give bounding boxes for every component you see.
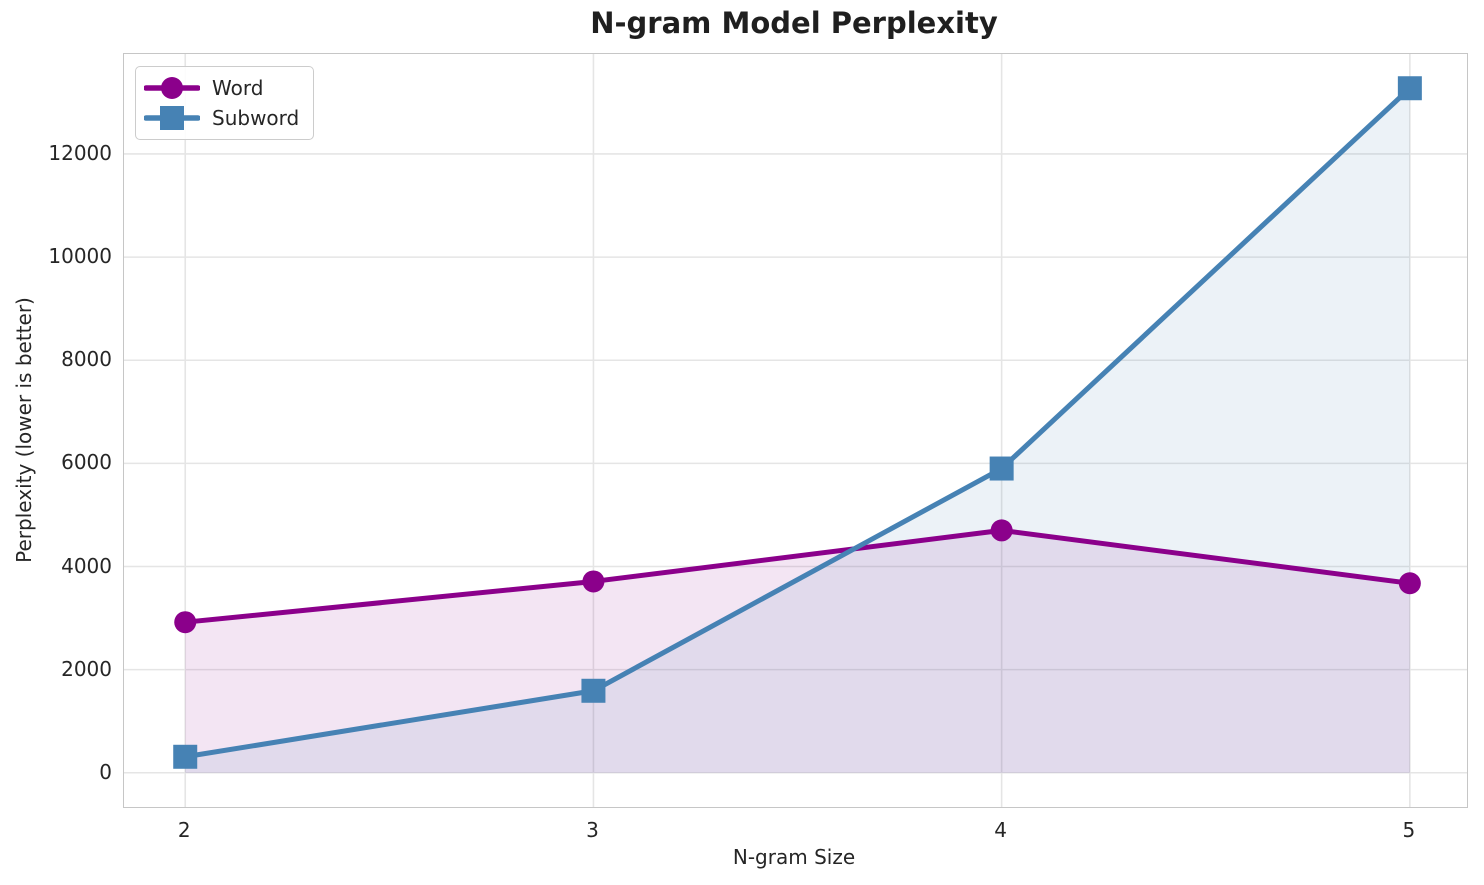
x-tick-label: 3 <box>586 818 599 842</box>
legend-item-subword: Subword <box>144 103 299 133</box>
y-tick-label: 0 <box>99 759 112 784</box>
legend-label-word: Word <box>212 76 264 100</box>
x-tick-label: 5 <box>1402 818 1416 842</box>
plot-area: Word Subword <box>123 53 1468 808</box>
y-tick-label: 8000 <box>61 347 112 372</box>
y-tick-label: 12000 <box>48 140 112 165</box>
chart-canvas <box>124 54 1467 807</box>
y-tick-label: 4000 <box>61 553 112 578</box>
subword-line-square-marker-icon <box>144 106 200 130</box>
chart-title: N-gram Model Perplexity <box>590 6 998 40</box>
x-axis-label: N-gram Size <box>732 845 856 869</box>
y-axis-label: Perplexity (lower is better) <box>12 297 36 563</box>
y-tick-label: 10000 <box>48 244 112 269</box>
legend-item-word: Word <box>144 73 299 103</box>
x-tick-label: 2 <box>177 818 191 842</box>
x-tick-label: 4 <box>994 818 1008 842</box>
y-tick-label: 6000 <box>61 450 112 475</box>
legend-label-subword: Subword <box>212 106 300 130</box>
word-line-circle-marker-icon <box>144 77 200 99</box>
legend: Word Subword <box>135 66 315 140</box>
y-tick-label: 2000 <box>61 656 112 681</box>
